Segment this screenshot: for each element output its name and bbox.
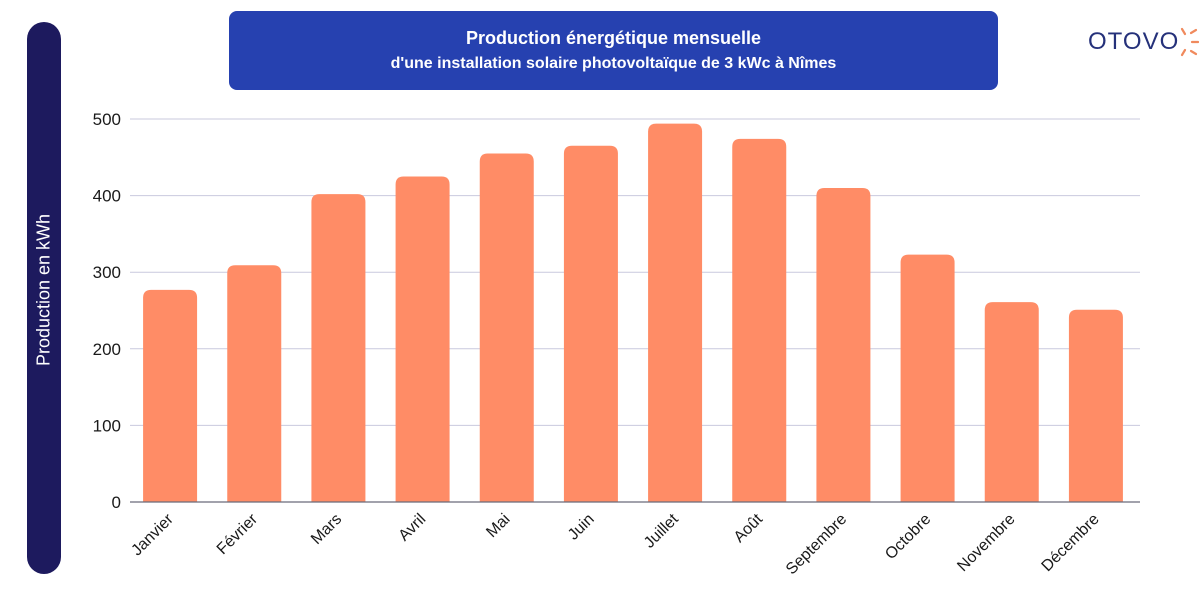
bar — [816, 187, 871, 502]
y-tick-label: 100 — [93, 416, 121, 435]
x-tick-label: Juin — [565, 511, 598, 544]
chart-title-box: Production énergétique mensuelle d'une i… — [229, 11, 998, 90]
logo-text: OTOVO — [1088, 28, 1180, 55]
chart-subtitle: d'une installation solaire photovoltaïqu… — [390, 55, 837, 72]
sun-rays-icon — [1181, 27, 1200, 57]
y-axis-label-pill — [27, 22, 61, 574]
x-tick-label: Mars — [308, 511, 345, 548]
bar — [984, 302, 1039, 502]
y-tick-label: 400 — [93, 187, 121, 206]
bar — [563, 145, 618, 502]
chart-title: Production énergétique mensuelle — [465, 28, 762, 48]
bar — [732, 138, 787, 502]
x-tick-label: Avril — [396, 511, 430, 545]
bar — [227, 265, 282, 502]
x-tick-label: Janvier — [128, 510, 177, 559]
bar — [311, 194, 366, 502]
bar — [900, 254, 955, 502]
y-tick-label: 0 — [112, 493, 121, 512]
y-tick-label: 500 — [93, 110, 121, 129]
x-tick-label: Février — [214, 510, 262, 558]
x-tick-label: Août — [731, 510, 767, 546]
bar — [479, 153, 534, 502]
x-tick-label: Octobre — [882, 511, 934, 563]
x-tick-label: Septembre — [783, 511, 850, 578]
x-tick-label: Mai — [483, 511, 513, 541]
x-tick-label: Juillet — [641, 510, 682, 551]
x-tick-label: Novembre — [954, 511, 1018, 575]
bar — [1068, 309, 1123, 502]
bar — [395, 176, 450, 502]
y-tick-label: 300 — [93, 263, 121, 282]
bar — [143, 289, 198, 502]
otovo-logo: OTOVO — [1088, 22, 1200, 62]
y-tick-label: 200 — [93, 340, 121, 359]
x-tick-label: Décembre — [1039, 511, 1103, 575]
bar — [648, 123, 703, 502]
